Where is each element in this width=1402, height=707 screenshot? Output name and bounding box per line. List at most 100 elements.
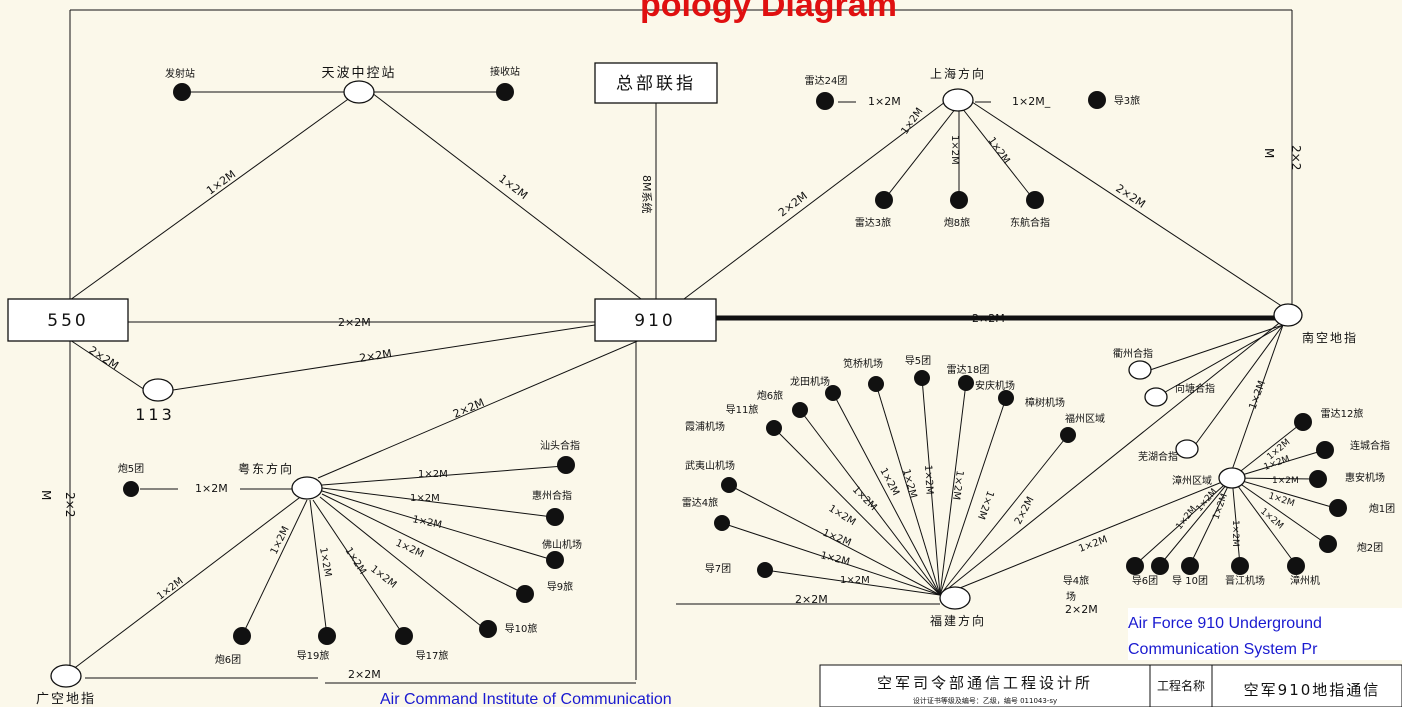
node-dao6t	[1151, 557, 1169, 575]
link-label: 1×2M	[418, 469, 448, 480]
link-label: 2×2M	[358, 347, 392, 365]
node-leida3-label: 雷达3旅	[855, 216, 891, 229]
node-zhangshu-label: 樟树机场	[1025, 396, 1065, 409]
node-dao19-label: 导19旅	[297, 649, 330, 662]
link-label: 1×2M	[195, 482, 228, 495]
link-label: 1×2M	[877, 466, 901, 497]
node-113	[142, 378, 174, 402]
node-pao2	[1319, 535, 1337, 553]
node-pao1-label: 炮1团	[1369, 502, 1395, 515]
node-foshan	[546, 551, 564, 569]
link-label: 1×2M	[949, 135, 960, 165]
node-pao5	[123, 481, 139, 497]
link-label: 2×2M	[451, 396, 486, 421]
node-anqing-label: 安庆机场	[975, 379, 1015, 392]
node-910: 910	[594, 298, 717, 342]
node-leida12	[1294, 413, 1312, 431]
node-quzhou-label: 衢州合指	[1113, 347, 1153, 360]
node-dao4	[1126, 557, 1144, 575]
node-dao5	[914, 370, 930, 386]
node-pao6t	[233, 627, 251, 645]
node-fujian	[939, 586, 971, 610]
node-jieshou-label: 接收站	[490, 65, 520, 78]
link-label: 1×2M	[410, 493, 440, 504]
link-label: 8M系统	[640, 175, 653, 214]
node-liancheng	[1316, 441, 1334, 459]
title-block-cert: 设计证书等级及编号：乙级，编号 011043-sy	[913, 696, 1057, 705]
node-dao5-label: 导5团	[905, 355, 931, 367]
link-label: M	[1262, 148, 1276, 158]
node-leida18-label: 雷达18团	[947, 364, 990, 376]
link-label: 1×2M	[1077, 534, 1109, 555]
node-dao17-label: 导17旅	[416, 649, 449, 662]
node-tianbo	[343, 80, 375, 104]
node-huian	[1309, 470, 1327, 488]
node-leida4-label: 雷达4旅	[682, 496, 718, 509]
link-label: 2×2	[1289, 145, 1303, 170]
link-label: 1×2M	[899, 106, 925, 137]
caption-right-line1: Air Force 910 Underground	[1128, 615, 1322, 632]
link-label: 2×2	[63, 492, 77, 517]
node-jinjiang-label: 晋江机场	[1225, 574, 1265, 587]
node-wuhu	[1175, 439, 1199, 459]
node-pao1	[1329, 499, 1347, 517]
node-leida24	[816, 92, 834, 110]
node-pao8	[950, 191, 968, 209]
node-pao5-label: 炮5团	[118, 462, 144, 475]
node-dao7-label: 导7团	[705, 563, 731, 575]
node-dao9-label: 导9旅	[547, 580, 573, 593]
link-label: 2×2M	[776, 189, 810, 219]
node-guangkong-label: 广空地指	[36, 692, 96, 707]
node-dao11-label: 导11旅	[726, 403, 759, 416]
node-zhangzhouji-label: 漳州机	[1290, 574, 1320, 587]
node-leida3	[875, 191, 893, 209]
title-block-org: 空军司令部通信工程设计所	[877, 674, 1093, 692]
node-liancheng-label: 连城合指	[1350, 439, 1390, 452]
node-910-label: 910	[634, 311, 675, 331]
node-pao6t-label: 炮6团	[215, 653, 241, 666]
link-label: 2×2M	[1065, 603, 1098, 616]
link-label: 1×2M	[1230, 520, 1240, 547]
node-dao19	[318, 627, 336, 645]
node-fuzhouqu-label: 福州区域	[1065, 412, 1105, 425]
link-label: 1×2M	[1174, 505, 1198, 532]
node-dao9	[516, 585, 534, 603]
node-dao10t	[1181, 557, 1199, 575]
node-pao6l	[825, 385, 841, 401]
link-label: M	[39, 490, 53, 500]
node-dao3-label: 导3旅	[1114, 94, 1140, 107]
node-nankong	[1273, 303, 1303, 327]
node-dao10-label: 导10旅	[505, 622, 538, 635]
link-label: 1×2M	[342, 546, 367, 577]
node-xiapu	[766, 420, 782, 436]
node-foshan-label: 佛山机场	[542, 538, 582, 551]
link-label: 1×2M	[868, 95, 901, 108]
node-nankong-label: 南空地指	[1302, 330, 1358, 345]
node-donghang	[1026, 191, 1044, 209]
link-label: 1×2M	[950, 470, 965, 501]
node-quzhou	[1128, 360, 1152, 380]
node-xiapu-label: 霞浦机场	[685, 420, 725, 433]
node-jinjiang	[1231, 557, 1249, 575]
node-yuedong	[291, 476, 323, 500]
link-label: 2×2M	[972, 312, 1005, 325]
link-label: 1×2M	[975, 489, 996, 521]
link-labels: 1×2M 1×2M 8M系统 2×2M 2×2M 1×2M 1×2M_ 1×2M…	[39, 95, 1303, 681]
link-label: 1×2M	[394, 538, 426, 561]
link-label: 1×2M	[1247, 379, 1268, 411]
node-tianbo-label: 天波中控站	[321, 66, 396, 81]
node-leida12-label: 雷达12旅	[1321, 407, 1364, 420]
link-label: 1×2M	[317, 547, 333, 578]
node-fashe	[173, 83, 191, 101]
node-550: 550	[7, 298, 129, 342]
title-block-project: 空军910地指通信	[1244, 681, 1381, 699]
node-zhangzhouqu	[1218, 467, 1246, 489]
node-dao17	[395, 627, 413, 645]
node-dao3	[1088, 91, 1106, 109]
node-wuyishan-label: 武夷山机场	[685, 459, 735, 472]
link-label: 2×2M	[795, 593, 828, 606]
node-hq-label: 总部联指	[616, 74, 696, 94]
node-yuedong-label: 粤东方向	[238, 461, 294, 476]
node-550-label: 550	[47, 311, 88, 331]
